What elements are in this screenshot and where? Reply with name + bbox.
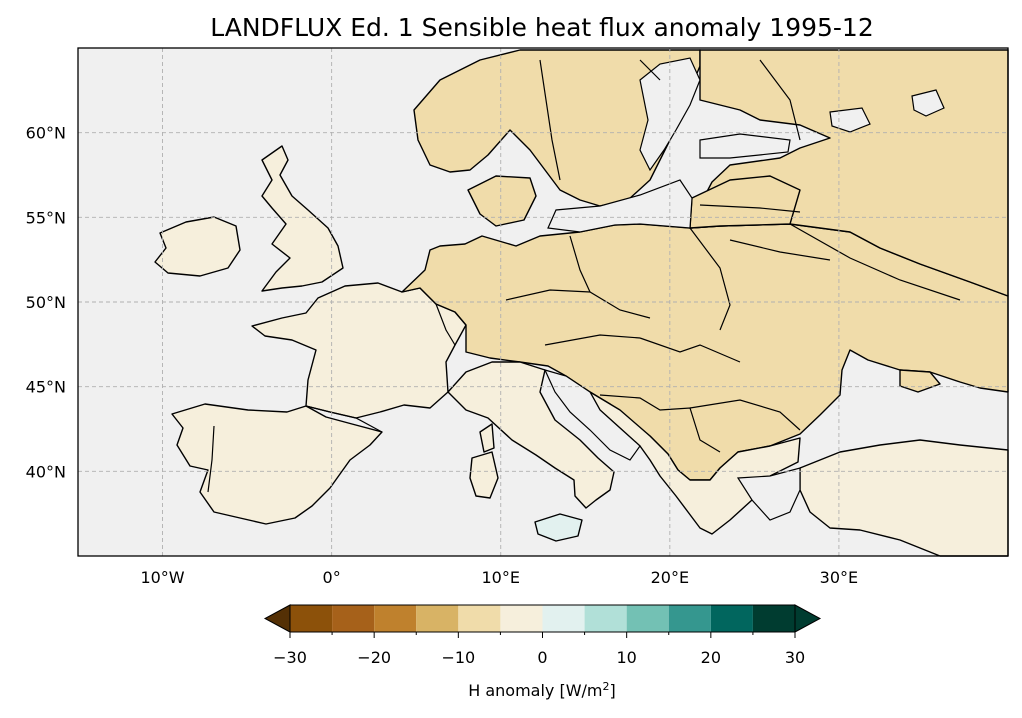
map-title: LANDFLUX Ed. 1 Sensible heat flux anomal… [210, 13, 874, 42]
border-germany-poland [569, 235, 591, 293]
land-sicily [534, 513, 583, 542]
border-france-germany [435, 303, 456, 346]
colorbar-extend-under [263, 604, 291, 633]
colorbar-ticks: −30 −20 −10 0 10 20 30 [273, 632, 805, 667]
colorbar-bin [374, 605, 417, 632]
land-iberia [171, 403, 383, 525]
land-great-britain [261, 145, 344, 292]
border-france-spain [305, 405, 383, 433]
colorbar-bin [290, 605, 333, 632]
gulf-of-finland [699, 133, 791, 159]
x-tick-label: 30°E [820, 568, 858, 587]
colorbar-bin [332, 605, 375, 632]
x-tick-labels: 10°W 0° 10°E 20°E 30°E [140, 568, 858, 587]
land-crimea [899, 369, 941, 393]
x-tick-label: 10°E [481, 568, 519, 587]
colorbar: −30 −20 −10 0 10 20 30 H anomaly [W/m2] [263, 604, 822, 701]
colorbar-bin [584, 605, 627, 632]
land-baltics [689, 175, 801, 229]
border-austria-hungary [544, 334, 641, 346]
colorbar-bin [458, 605, 501, 632]
colorbar-label-superscript: 2 [603, 680, 610, 693]
colorbar-bin [500, 605, 543, 632]
lake-ladoga [829, 107, 871, 133]
border-spain-portugal [207, 425, 215, 493]
y-tick-label: 50°N [26, 293, 66, 312]
colorbar-label-suffix: ] [610, 681, 616, 700]
land-layer [154, 49, 1009, 557]
border-balkans-inner [599, 394, 721, 453]
land-italy [447, 361, 615, 509]
colorbar-label-text: H anomaly [W/m [468, 681, 602, 700]
y-tick-label: 45°N [26, 378, 66, 397]
x-tick-label: 0° [323, 568, 341, 587]
border-baltic-states [699, 204, 801, 213]
colorbar-bin [542, 605, 585, 632]
border-germany-czechia-austria [505, 289, 651, 319]
border-hungary-romania [639, 337, 741, 363]
map-frame [77, 47, 1009, 557]
aegean-sea [736, 467, 801, 521]
colorbar-bin [668, 605, 711, 632]
border-ukraine-russia [789, 223, 961, 301]
land-corsica [479, 423, 495, 453]
land-denmark [467, 175, 537, 227]
land-france [251, 282, 467, 419]
border-romania-bulgaria [689, 399, 801, 431]
gridlines [78, 48, 1008, 556]
border-poland-ukraine [689, 227, 731, 331]
border-norway-sweden [539, 59, 561, 181]
colorbar-bin [710, 605, 753, 632]
country-borders [207, 59, 961, 493]
land-ireland [154, 216, 241, 277]
colorbar-tick-label: 20 [701, 648, 721, 667]
colorbar-tick-label: −10 [441, 648, 475, 667]
y-tick-label: 60°N [26, 124, 66, 143]
colorbar-tick-label: 0 [537, 648, 547, 667]
colorbar-tick-label: 30 [785, 648, 805, 667]
baltic-sea [547, 179, 693, 233]
colorbar-tick-label: −30 [273, 648, 307, 667]
border-finland-russia [759, 59, 801, 141]
colorbar-label: H anomaly [W/m2] [468, 680, 616, 701]
land-sardinia [469, 451, 499, 499]
colorbar-tick-label: −20 [357, 648, 391, 667]
colorbar-tick-label: 10 [616, 648, 636, 667]
border-sweden-finland [639, 59, 661, 81]
adriatic-sea [543, 369, 641, 461]
y-tick-label: 40°N [26, 462, 66, 481]
colorbar-bin [416, 605, 459, 632]
map-axes [77, 47, 1009, 557]
lake-onega [911, 89, 945, 117]
x-tick-label: 20°E [651, 568, 689, 587]
border-belarus [729, 239, 831, 261]
y-tick-labels: 60°N 55°N 50°N 45°N 40°N [26, 124, 66, 482]
colorbar-bin [626, 605, 669, 632]
x-tick-label: 10°W [140, 568, 184, 587]
colorbar-bins [263, 604, 822, 633]
colorbar-extend-over [794, 604, 822, 633]
colorbar-bin [752, 605, 795, 632]
y-tick-label: 55°N [26, 208, 66, 227]
